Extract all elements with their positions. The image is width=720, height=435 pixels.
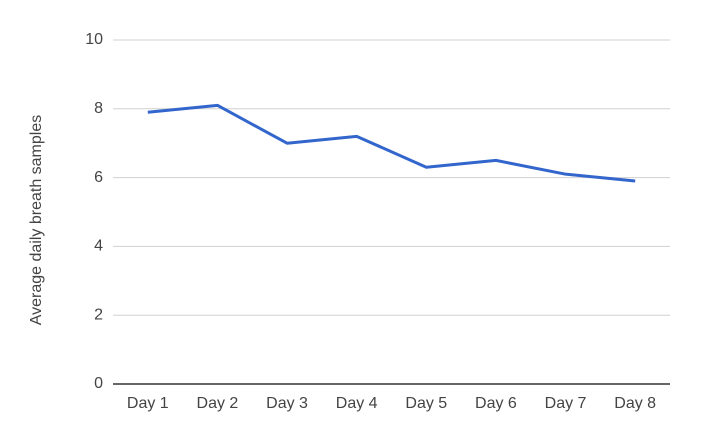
x-tick-label: Day 6 — [475, 395, 517, 412]
y-tick-label: 6 — [94, 169, 103, 186]
x-tick-label: Day 8 — [614, 395, 656, 412]
x-tick-label: Day 2 — [197, 395, 239, 412]
x-tick-label: Day 3 — [266, 395, 308, 412]
y-tick-label: 0 — [94, 375, 103, 392]
y-tick-label: 2 — [94, 306, 103, 323]
line-series — [147, 103, 636, 183]
y-tick-label: 8 — [94, 100, 103, 117]
x-tick-label: Day 7 — [545, 395, 587, 412]
x-tick-label: Day 5 — [405, 395, 447, 412]
x-tick-label: Day 1 — [127, 395, 169, 412]
y-axis-label: Average daily breath samples — [28, 115, 45, 326]
y-tick-label: 4 — [94, 238, 103, 255]
x-tick-label: Day 4 — [336, 395, 378, 412]
y-tick-label: 10 — [85, 31, 103, 48]
